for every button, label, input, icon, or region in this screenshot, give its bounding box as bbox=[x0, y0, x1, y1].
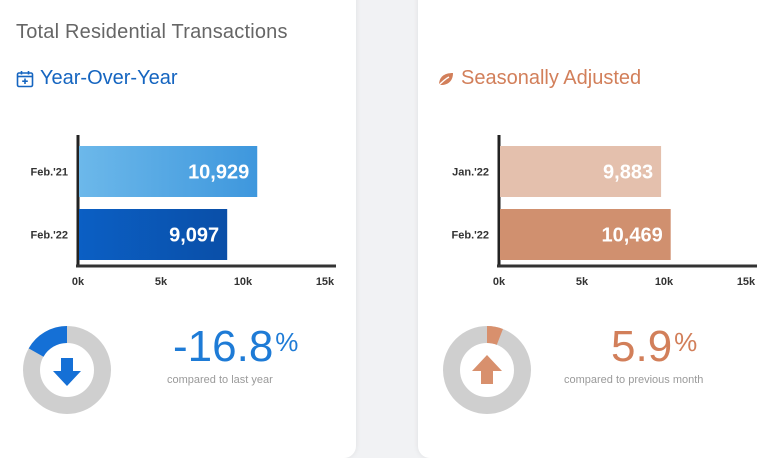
seasonal-donut-slice bbox=[487, 326, 503, 345]
seasonal-bar bbox=[500, 209, 671, 260]
seasonal-bar bbox=[500, 146, 662, 197]
yoy-category-label: Feb.'22 bbox=[31, 230, 68, 242]
yoy-change-number: -16.8 bbox=[173, 322, 274, 371]
seasonal-x-tick-label: 15k bbox=[737, 276, 756, 288]
yoy-category-label: Feb.'21 bbox=[31, 167, 68, 179]
yoy-change-value: -16.8% bbox=[173, 322, 298, 372]
calendar-icon bbox=[16, 70, 34, 87]
seasonal-x-tick-label: 5k bbox=[576, 276, 589, 288]
yoy-bar-value-label: 9,097 bbox=[169, 225, 219, 247]
yoy-bar-value-label: 10,929 bbox=[188, 162, 249, 184]
seasonal-bar-value-label: 9,883 bbox=[603, 162, 653, 184]
seasonal-x-tick-label: 10k bbox=[655, 276, 674, 288]
yoy-x-tick-label: 15k bbox=[316, 276, 335, 288]
yoy-x-tick-label: 0k bbox=[72, 276, 85, 288]
yoy-compare-text: compared to last year bbox=[167, 374, 273, 386]
seasonal-change-value: 5.9% bbox=[611, 322, 697, 372]
arrow-down-icon bbox=[53, 358, 81, 386]
yoy-bar-chart: 0k 5k 10k 15k Feb.'21 10,929 Feb.'22 9,097 bbox=[31, 135, 336, 288]
yoy-bar bbox=[79, 209, 228, 260]
seasonal-bar-value-label: 10,469 bbox=[602, 225, 663, 247]
yoy-subtitle: Year-Over-Year bbox=[40, 67, 178, 89]
yoy-donut-slice bbox=[28, 326, 67, 357]
seasonal-category-label: Jan.'22 bbox=[452, 167, 489, 179]
seasonal-x-tick-label: 0k bbox=[493, 276, 506, 288]
seasonal-header: Seasonally Adjusted bbox=[437, 67, 641, 90]
seasonal-subtitle: Seasonally Adjusted bbox=[461, 67, 642, 89]
yoy-bar bbox=[79, 146, 258, 197]
seasonal-donut bbox=[443, 326, 531, 414]
seasonal-change-unit: % bbox=[674, 327, 698, 357]
arrow-up-icon bbox=[472, 355, 502, 384]
seasonal-category-label: Feb.'22 bbox=[452, 230, 489, 242]
yoy-x-tick-label: 10k bbox=[234, 276, 253, 288]
yoy-x-tick-label: 5k bbox=[155, 276, 168, 288]
yoy-donut bbox=[23, 326, 111, 414]
page-title: Total Residential Transactions bbox=[16, 21, 288, 43]
yoy-change-unit: % bbox=[275, 327, 299, 357]
seasonal-bar-chart: 0k 5k 10k 15k Jan.'22 9,883 Feb.'22 10,469 bbox=[452, 135, 757, 288]
leaf-icon bbox=[437, 72, 453, 86]
yoy-header: Year-Over-Year bbox=[16, 67, 177, 90]
seasonal-change-number: 5.9 bbox=[611, 322, 673, 371]
seasonal-compare-text: compared to previous month bbox=[564, 374, 704, 386]
